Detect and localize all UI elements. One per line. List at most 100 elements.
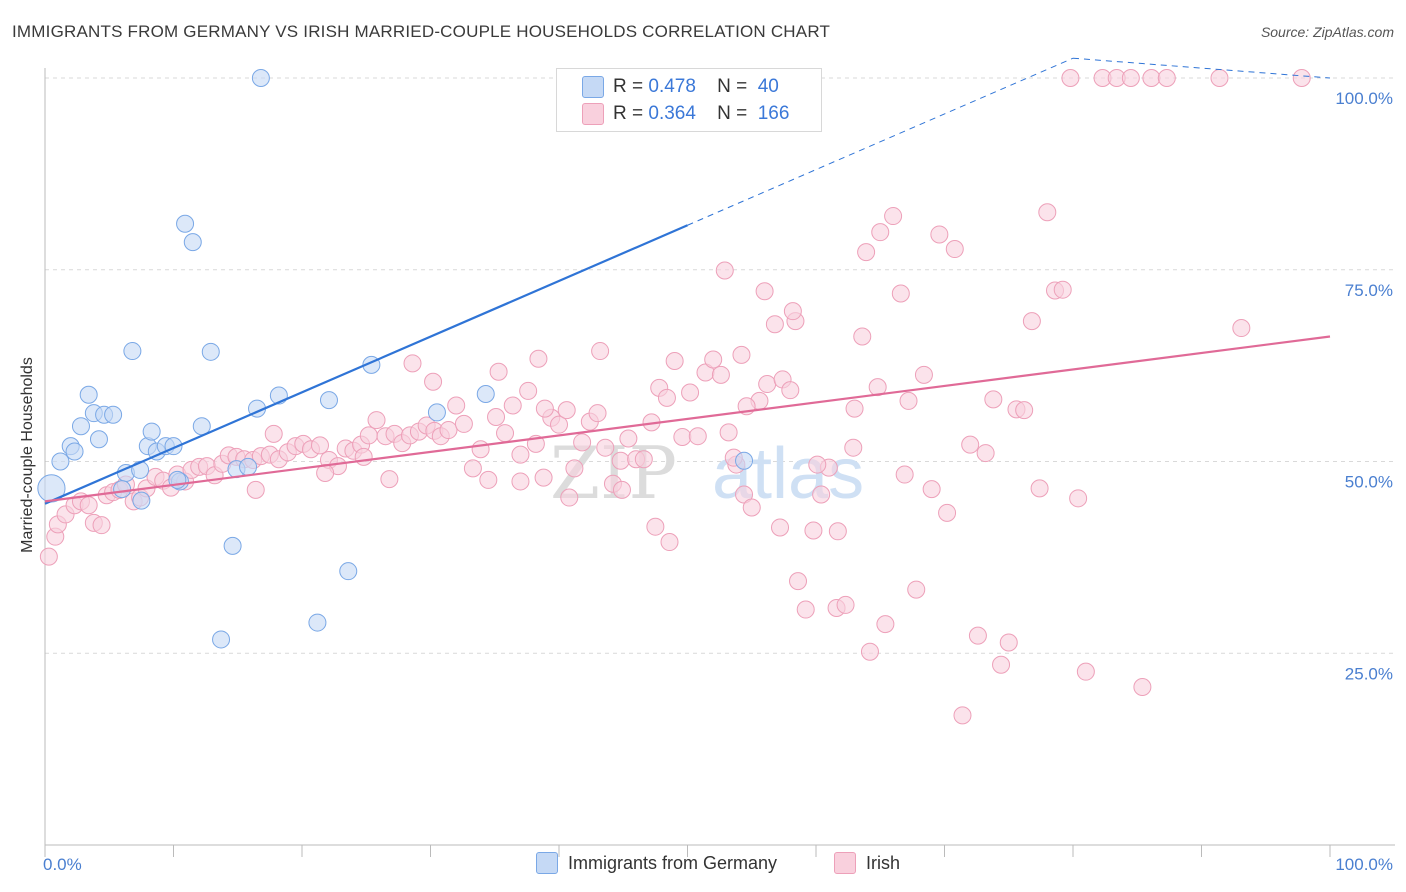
data-point <box>557 401 576 420</box>
data-point <box>704 350 723 369</box>
data-point <box>1133 677 1152 696</box>
data-point <box>427 403 446 422</box>
data-point <box>534 468 553 487</box>
data-point <box>783 302 802 321</box>
data-point <box>71 417 90 436</box>
germany-points <box>37 69 754 649</box>
data-point <box>439 421 458 440</box>
data-point <box>1232 319 1251 338</box>
data-point <box>591 342 610 361</box>
data-point <box>922 480 941 499</box>
irish-points <box>39 69 1311 725</box>
data-point <box>742 498 761 517</box>
data-point <box>976 444 995 463</box>
data-point <box>665 352 684 371</box>
data-point <box>1121 69 1140 87</box>
data-point <box>836 595 855 614</box>
data-point <box>447 396 466 415</box>
data-point <box>476 385 495 404</box>
data-point <box>808 455 827 474</box>
data-point <box>857 243 876 262</box>
data-point <box>92 516 111 535</box>
data-point <box>1142 69 1161 87</box>
bottom-legend-label: Immigrants from Germany <box>568 852 778 873</box>
data-point <box>424 372 443 391</box>
data-point <box>489 362 508 381</box>
data-point <box>828 522 847 541</box>
data-point <box>142 422 161 441</box>
data-point <box>992 655 1011 674</box>
data-point <box>380 470 399 489</box>
data-point <box>565 459 584 478</box>
data-point <box>1061 69 1080 87</box>
bottom-swatch-irish <box>834 852 856 874</box>
data-point <box>771 518 790 537</box>
data-point <box>367 411 386 430</box>
chart-title: IMMIGRANTS FROM GERMANY VS IRISH MARRIED… <box>12 22 831 41</box>
data-point <box>1053 280 1072 299</box>
data-point <box>503 396 522 415</box>
data-point <box>755 282 774 301</box>
data-point <box>735 451 754 470</box>
data-point <box>1210 69 1229 87</box>
data-point <box>876 615 895 634</box>
bottom-legend-label: Irish <box>866 852 901 873</box>
data-point <box>496 424 515 443</box>
data-point <box>529 349 548 368</box>
data-point <box>961 435 980 454</box>
y-tick-label: 75.0% <box>1345 281 1393 300</box>
data-point <box>471 440 490 459</box>
data-point <box>914 365 933 384</box>
data-point <box>550 415 568 434</box>
data-point <box>646 517 665 536</box>
data-point <box>907 580 926 599</box>
y-tick-label: 25.0% <box>1345 664 1393 683</box>
data-point <box>945 240 964 259</box>
data-point <box>845 399 864 418</box>
data-point <box>860 642 879 661</box>
data-point <box>176 214 195 233</box>
data-point <box>796 600 815 619</box>
legend-r-label: R = <box>613 103 644 124</box>
data-point <box>884 207 903 226</box>
data-point <box>634 450 653 469</box>
data-point <box>657 388 676 407</box>
legend-swatch-irish <box>582 103 604 125</box>
data-point <box>573 433 592 452</box>
germany-trend-extension <box>687 57 1074 226</box>
legend-n-value: 40 <box>757 76 779 97</box>
data-point <box>239 457 258 476</box>
data-point <box>339 562 358 581</box>
data-point <box>844 438 863 457</box>
data-point <box>1076 662 1095 681</box>
legend-r-value: 0.478 <box>648 76 696 97</box>
legend-n-value: 166 <box>757 103 790 124</box>
data-point <box>711 365 730 384</box>
legend-r-label: R = <box>613 76 644 97</box>
data-point <box>310 436 329 455</box>
data-point <box>930 225 949 244</box>
data-point <box>804 521 823 540</box>
data-point <box>612 480 631 499</box>
data-point <box>132 491 151 510</box>
data-point <box>681 383 700 402</box>
data-point <box>511 472 530 491</box>
y-tick-label: 50.0% <box>1345 473 1393 492</box>
data-point <box>359 426 378 445</box>
legend: R = 0.478 N = 40 R = 0.364 N = 166 <box>556 68 822 132</box>
data-point <box>183 233 202 252</box>
data-point <box>123 342 142 361</box>
data-point <box>223 536 242 555</box>
watermark-atlas: atlas <box>712 434 864 514</box>
data-point <box>79 496 98 515</box>
germany-trend-line <box>44 224 688 505</box>
data-point <box>354 447 373 466</box>
legend-n-label: N = <box>717 76 748 97</box>
data-point <box>660 533 679 552</box>
data-point <box>79 385 98 404</box>
data-point <box>403 354 422 373</box>
x-tick-label: 100.0% <box>1335 855 1393 874</box>
data-point <box>611 451 630 470</box>
data-point <box>895 465 914 484</box>
